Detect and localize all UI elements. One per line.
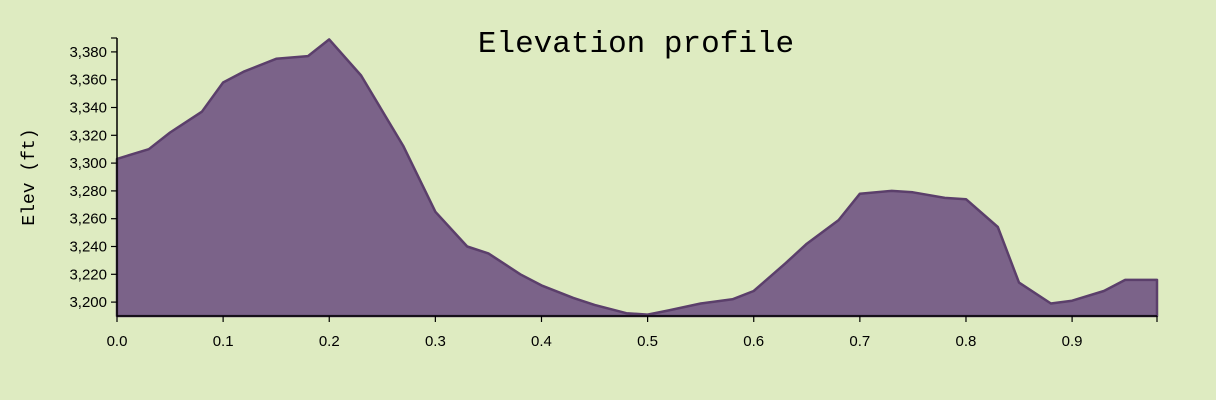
chart-title: Elevation profile [478,27,794,62]
y-tick-label: 3,260 [69,211,107,228]
x-tick-label: 0.4 [531,333,552,350]
x-tick-label: 0.2 [319,333,340,350]
x-tick-label: 0.0 [107,333,128,350]
y-axis-title: Elev (ft) [20,128,40,225]
x-tick-label: 0.3 [425,333,446,350]
y-tick-label: 3,240 [69,239,107,256]
x-tick-label: 0.6 [743,333,764,350]
x-tick-label: 0.9 [1062,333,1083,350]
y-axis-ticks: 3,200 3,220 3,240 3,260 3,280 3,300 3,320 3,340… [69,37,117,311]
y-tick-label: 3,300 [69,155,107,172]
y-tick-label: 3,200 [69,294,107,311]
x-tick-label: 0.7 [849,333,870,350]
y-tick-label: 3,320 [69,127,107,144]
y-tick-label: 3,280 [69,183,107,200]
y-tick-label: 3,380 [69,44,107,61]
plot-area [115,38,1159,318]
x-tick-label: 0.8 [956,333,977,350]
y-tick-label: 3,220 [69,266,107,283]
x-tick-label: 0.5 [637,333,658,350]
x-axis-ticks: 0.0 0.1 0.2 0.3 0.4 0.5 0.6 0.7 0.8 0.9 [107,316,1158,350]
axes: 3,200 3,220 3,240 3,260 3,280 3,300 3,320 3,340… [69,37,1158,350]
y-tick-label: 3,340 [69,100,107,117]
elevation-area [115,38,1159,318]
x-tick-label: 0.1 [213,333,234,350]
y-tick-label: 3,360 [69,72,107,89]
